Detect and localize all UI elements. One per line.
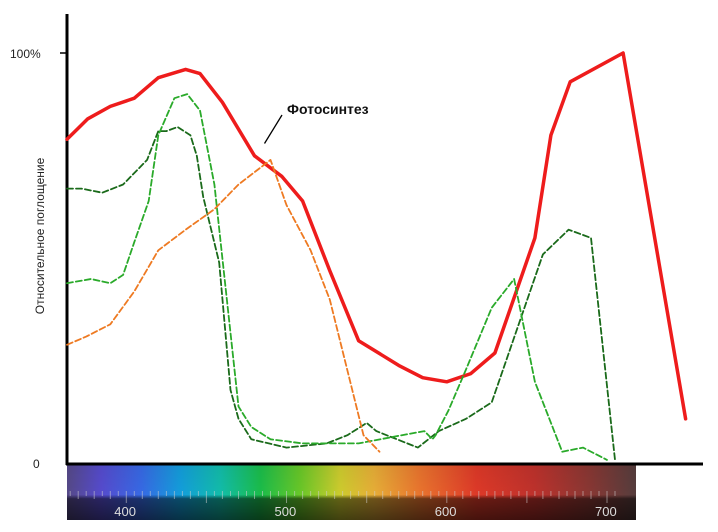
x-tick-label-700: 700 xyxy=(595,504,617,519)
series-line-chlorophyll-b xyxy=(66,93,608,461)
y-tick-label-0: 0 xyxy=(33,457,40,471)
spectrum-shade xyxy=(67,464,636,520)
series-line-carotenoids xyxy=(66,159,381,453)
x-tick-label-400: 400 xyxy=(114,504,136,519)
x-tick-label-600: 600 xyxy=(435,504,457,519)
y-axis-label: Относительное поглощение xyxy=(33,157,47,314)
series-line-photosynthesis xyxy=(65,51,688,421)
annotation-photosynthesis: Фотосинтез xyxy=(287,101,369,117)
spectrum-bar xyxy=(67,464,636,520)
x-tick-labels: 400 500 600 700 xyxy=(114,504,616,519)
annotation-leader-line xyxy=(263,114,283,144)
series-layer xyxy=(65,51,688,461)
x-tick-label-500: 500 xyxy=(275,504,297,519)
y-tick-label-100: 100% xyxy=(10,47,41,61)
spectrum-ticks xyxy=(69,491,616,503)
series-line-chlorophyll-a xyxy=(66,126,616,461)
